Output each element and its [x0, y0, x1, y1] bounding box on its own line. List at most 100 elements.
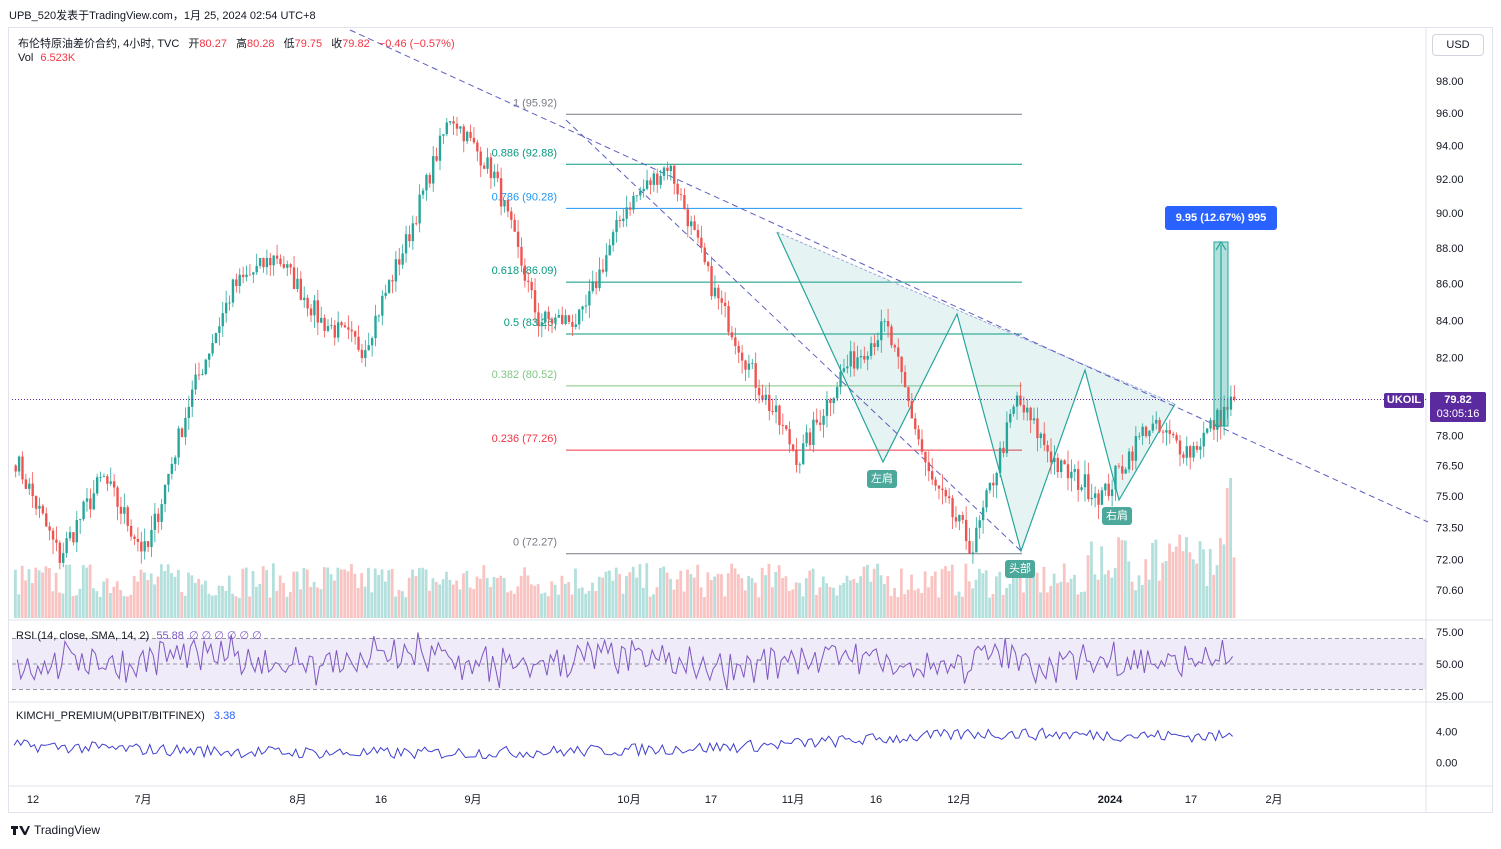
- candle-body: [706, 262, 710, 267]
- candle-body: [1199, 446, 1202, 450]
- candle-body: [577, 309, 581, 325]
- volume-bar: [417, 568, 421, 618]
- volume-bar: [1127, 561, 1131, 618]
- volume-bar: [1195, 563, 1199, 618]
- candle-body: [241, 274, 245, 278]
- volume-bar: [641, 587, 645, 618]
- rsi-label: RSI (14, close, SMA, 14, 2): [16, 630, 150, 642]
- candle-body: [1124, 469, 1127, 474]
- candle-body: [408, 234, 411, 242]
- close-label: 收: [331, 38, 343, 50]
- candle-body: [859, 356, 863, 358]
- volume-bar: [58, 592, 61, 618]
- volume-bar: [587, 590, 591, 618]
- candle-body: [95, 477, 99, 494]
- volume-bar: [1110, 577, 1114, 618]
- volume-bar: [594, 591, 598, 618]
- volume-bar: [760, 567, 764, 618]
- candle-body: [1182, 454, 1185, 458]
- volume-bar: [1181, 551, 1185, 618]
- volume-bar: [1018, 575, 1022, 618]
- kimchi-legend[interactable]: KIMCHI_PREMIUM(UPBIT/BITFINEX) 3.38: [16, 710, 235, 722]
- volume-bar: [584, 593, 588, 618]
- candle-body: [673, 165, 676, 184]
- volume-bar: [136, 581, 139, 618]
- candle-body: [530, 281, 533, 291]
- volume-bar: [574, 568, 577, 618]
- candle-body: [632, 195, 635, 210]
- candle-body: [1209, 420, 1212, 429]
- volume-bar: [950, 564, 954, 618]
- volume-bar: [1117, 537, 1120, 618]
- volume-bar: [176, 569, 180, 618]
- volume-bar: [373, 568, 377, 618]
- candle-body: [1114, 465, 1117, 490]
- volume-bar: [869, 581, 873, 618]
- candle-body: [1036, 418, 1039, 439]
- volume-bar: [784, 576, 788, 618]
- candle-body: [177, 428, 180, 458]
- volume-bar: [781, 578, 784, 618]
- price-tick-label: 86.00: [1436, 279, 1464, 291]
- trend-line-long: [349, 29, 1429, 523]
- volume-bar: [126, 596, 129, 618]
- volume-bar: [132, 575, 136, 618]
- kimchi-label: KIMCHI_PREMIUM(UPBIT/BITFINEX): [16, 710, 205, 722]
- volume-bar: [811, 568, 815, 618]
- volume-bar: [312, 581, 316, 618]
- volume-bar: [740, 578, 744, 618]
- volume-bar: [81, 565, 85, 618]
- candle-body: [608, 245, 611, 256]
- volume-bar: [390, 568, 394, 618]
- volume-bar: [112, 586, 116, 618]
- candle-body: [734, 337, 737, 346]
- left-shoulder-label[interactable]: 左肩: [867, 470, 897, 488]
- volume-bar: [1120, 540, 1124, 618]
- close-value: 79.82: [342, 38, 370, 50]
- candle-body: [815, 419, 818, 423]
- volume-bar: [75, 595, 78, 618]
- candle-body: [1155, 419, 1158, 424]
- symbol-line: 布伦特原油差价合约, 4小时, TVC: [18, 38, 180, 50]
- volume-bar: [234, 596, 238, 618]
- candle-body: [85, 498, 89, 502]
- tradingview-footer[interactable]: TradingView: [10, 823, 100, 837]
- volume-bar: [828, 586, 832, 618]
- volume-legend[interactable]: Vol 6.523K: [18, 52, 75, 64]
- volume-bar: [879, 575, 883, 618]
- candle-body: [119, 506, 123, 514]
- rsi-legend[interactable]: RSI (14, close, SMA, 14, 2) 55.88 ∅ ∅ ∅ …: [16, 629, 262, 642]
- volume-bar: [933, 571, 937, 618]
- volume-bar: [937, 597, 941, 618]
- candle-body: [710, 266, 713, 297]
- volume-bar: [798, 582, 801, 618]
- head-label[interactable]: 头部: [1005, 560, 1035, 578]
- candle-body: [1192, 445, 1195, 458]
- volume-bar: [1062, 563, 1066, 618]
- right-shoulder-label[interactable]: 右肩: [1102, 507, 1132, 525]
- volume-bar: [343, 569, 347, 618]
- measure-label[interactable]: 9.95 (12.67%) 995: [1165, 206, 1277, 230]
- candle-body: [778, 405, 781, 426]
- price-tick-label: 90.00: [1436, 208, 1464, 220]
- low-value: 79.75: [294, 38, 323, 50]
- volume-bar: [560, 575, 564, 618]
- volume-bar: [1191, 559, 1195, 618]
- candle-body: [1141, 426, 1144, 436]
- volume-bar: [1076, 594, 1080, 618]
- volume-bar: [913, 590, 917, 618]
- kimchi-tick-label: 0.00: [1436, 757, 1457, 769]
- candle-body: [496, 171, 499, 179]
- candle-body: [829, 399, 832, 404]
- candle-body: [533, 290, 537, 313]
- symbol-legend[interactable]: 布伦特原油差价合约, 4小时, TVC 开80.27 高80.28 低79.75…: [18, 35, 455, 51]
- currency-button[interactable]: USD: [1432, 34, 1484, 56]
- candle-body: [666, 167, 669, 172]
- candle-body: [109, 481, 112, 484]
- candle-body: [82, 501, 85, 520]
- volume-bar: [149, 573, 153, 618]
- candle-body: [951, 498, 954, 518]
- volume-bar: [1171, 551, 1175, 618]
- volume-bar: [238, 597, 241, 618]
- candle-body: [123, 507, 126, 514]
